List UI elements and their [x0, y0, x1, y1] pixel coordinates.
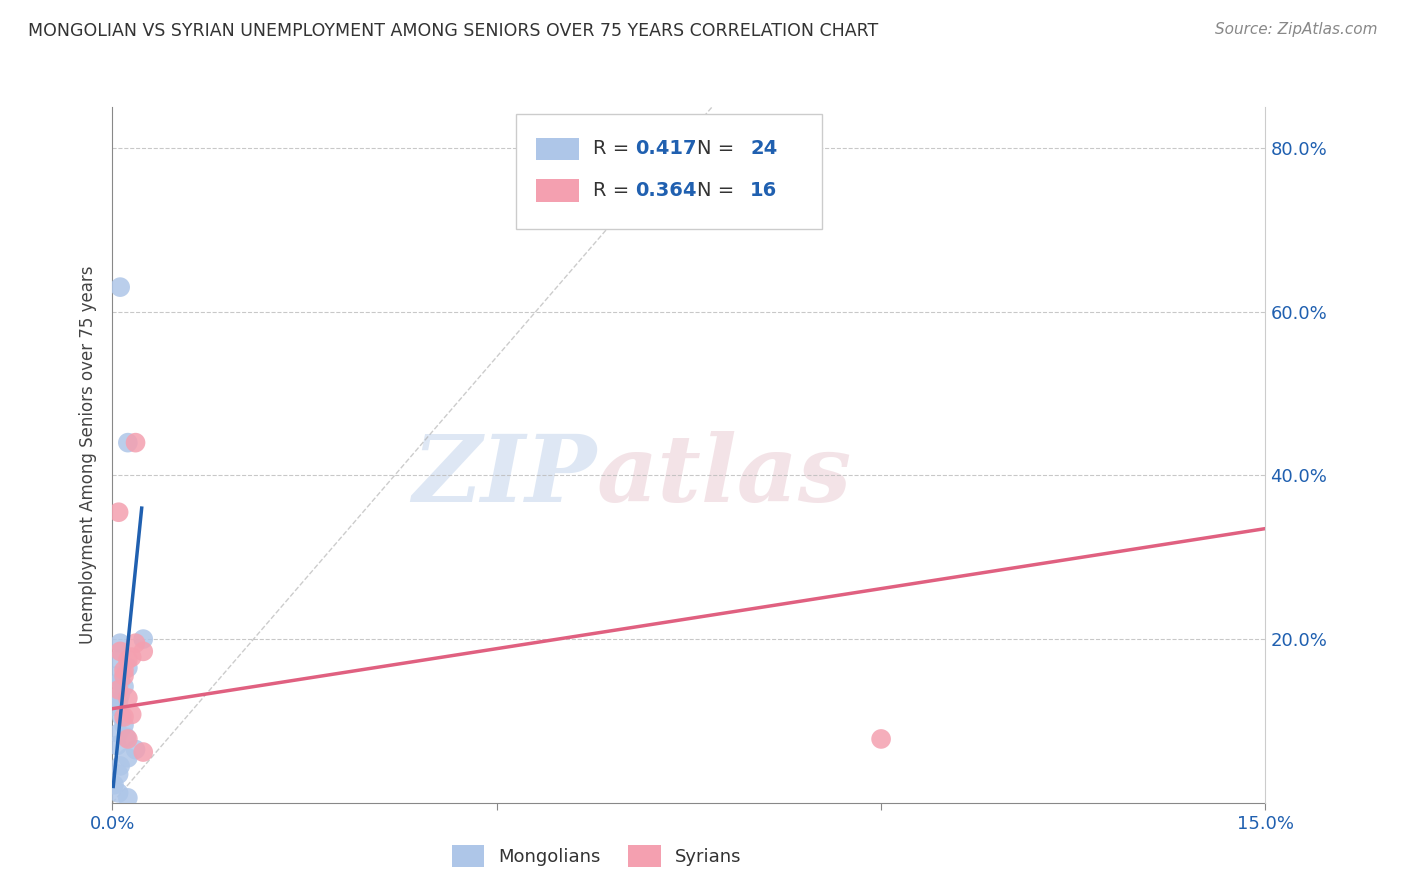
Point [107, 505, 129, 519]
Text: R =: R = [593, 181, 636, 200]
Point [107, 693, 129, 707]
Point [117, 731, 139, 746]
Point [117, 691, 139, 706]
Point [104, 699, 127, 714]
Point [117, 790, 139, 805]
Point [103, 778, 125, 792]
Point [117, 661, 139, 675]
Y-axis label: Unemployment Among Seniors over 75 years: Unemployment Among Seniors over 75 years [79, 266, 97, 644]
Point [107, 652, 129, 666]
Point [132, 745, 155, 759]
Text: N =: N = [697, 139, 741, 158]
Point [107, 767, 129, 781]
Point [107, 726, 129, 740]
Legend: Mongolians, Syrians: Mongolians, Syrians [444, 838, 749, 874]
FancyBboxPatch shape [516, 114, 821, 229]
Point [105, 669, 128, 683]
Point [124, 435, 146, 450]
Point [108, 688, 131, 702]
Point [112, 663, 135, 677]
Text: ZIP: ZIP [412, 431, 596, 521]
Point [108, 674, 131, 689]
Point [132, 632, 155, 646]
Point [112, 710, 135, 724]
Text: 24: 24 [749, 139, 778, 158]
Point [108, 759, 131, 773]
Point [124, 636, 146, 650]
Point [115, 731, 138, 745]
Point [111, 710, 134, 724]
Point [117, 435, 139, 450]
Point [112, 718, 135, 732]
Point [117, 652, 139, 666]
Text: Source: ZipAtlas.com: Source: ZipAtlas.com [1215, 22, 1378, 37]
Text: N =: N = [697, 181, 741, 200]
Point [108, 644, 131, 658]
Text: R =: R = [593, 139, 636, 158]
Bar [536, 137, 579, 160]
Point [117, 751, 139, 765]
Point [121, 650, 143, 665]
Point [124, 742, 146, 756]
Point [112, 669, 135, 683]
Point [105, 739, 128, 753]
Text: 0.364: 0.364 [634, 181, 696, 200]
Point [108, 280, 131, 294]
Bar [536, 179, 579, 202]
Text: MONGOLIAN VS SYRIAN UNEMPLOYMENT AMONG SENIORS OVER 75 YEARS CORRELATION CHART: MONGOLIAN VS SYRIAN UNEMPLOYMENT AMONG S… [28, 22, 879, 40]
Point [112, 680, 135, 694]
Point [870, 731, 893, 746]
Point [108, 636, 131, 650]
Point [107, 786, 129, 800]
Point [132, 644, 155, 658]
Text: 16: 16 [749, 181, 778, 200]
Point [107, 682, 129, 697]
Point [121, 707, 143, 722]
Text: 0.417: 0.417 [634, 139, 696, 158]
Text: atlas: atlas [596, 431, 852, 521]
